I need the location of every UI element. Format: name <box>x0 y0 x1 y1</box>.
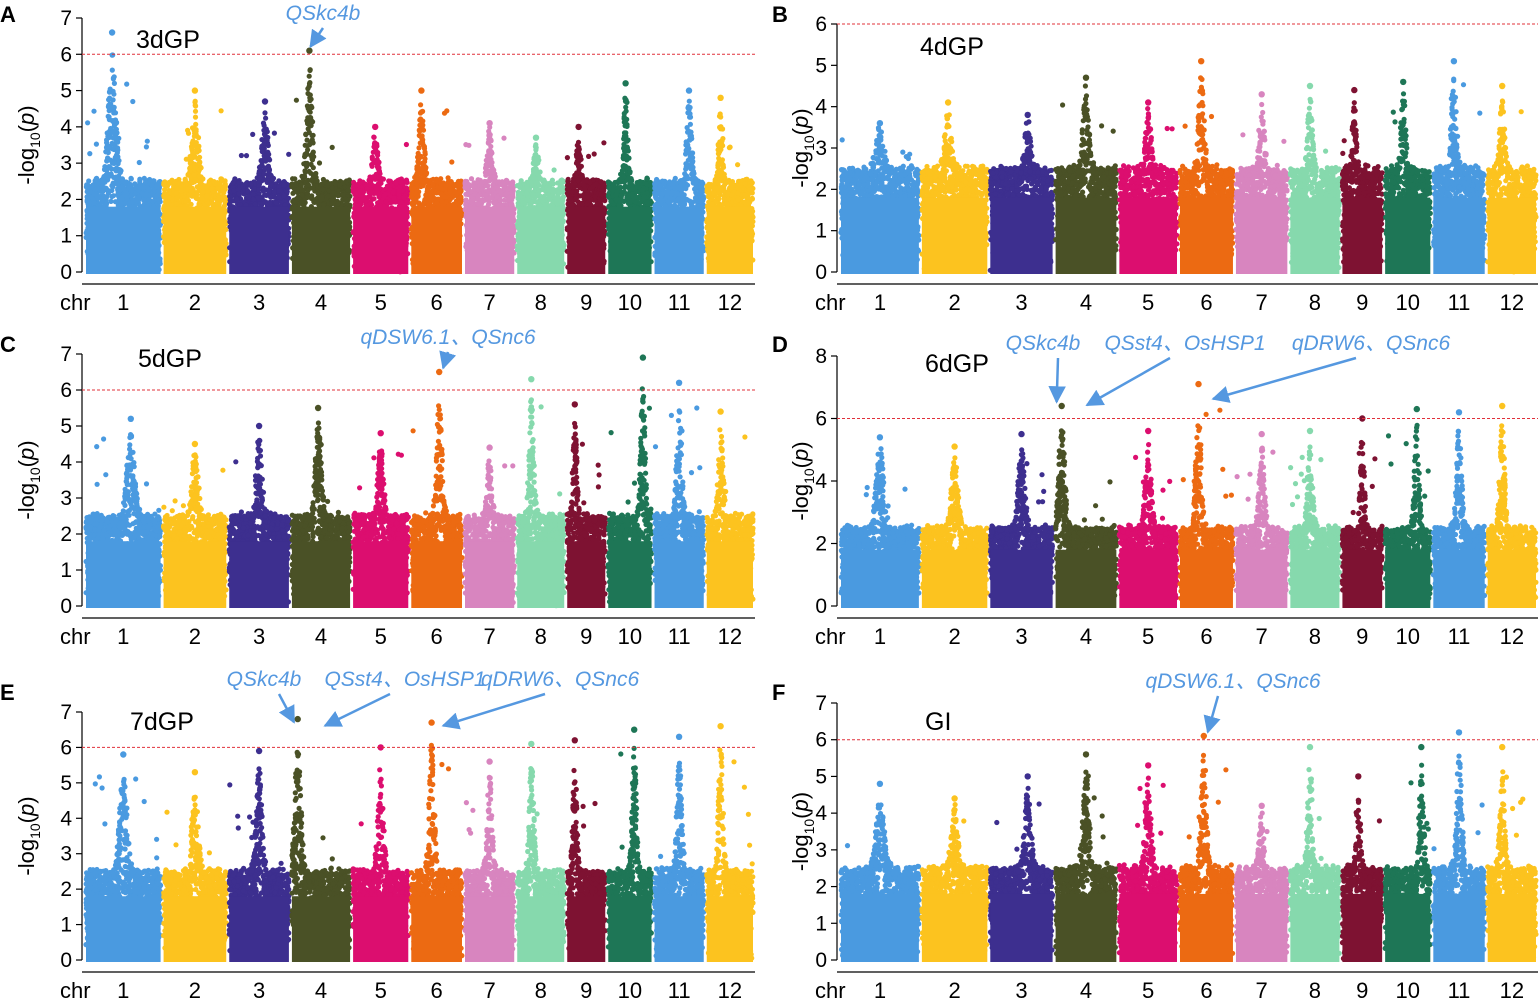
snp-point <box>136 194 141 199</box>
snp-point <box>112 81 117 86</box>
snp-point <box>122 192 127 197</box>
snp-point <box>113 137 118 142</box>
snp-point <box>144 192 149 197</box>
snp-point <box>118 170 123 175</box>
y-tick-label: 1 <box>60 225 72 248</box>
y-label-close: ) <box>14 105 39 112</box>
x-axis-label: chr <box>60 290 91 315</box>
snp-point <box>95 181 100 186</box>
snp-point <box>115 148 120 153</box>
snp-point <box>142 198 147 203</box>
snp-point <box>115 176 120 181</box>
y-axis-label: -log10(p) <box>14 105 43 184</box>
snp-point <box>94 142 99 147</box>
snp-point <box>116 161 121 166</box>
points-group <box>84 29 756 274</box>
snp-point <box>105 171 110 176</box>
panel-label: A <box>0 2 16 27</box>
snp-point <box>92 200 97 205</box>
y-tick-label: 5 <box>60 80 72 103</box>
snp-point <box>161 182 166 187</box>
y-tick-label: 7 <box>60 7 72 30</box>
snp-point <box>112 105 117 110</box>
y-tick-label: 6 <box>60 43 72 66</box>
snp-point <box>128 182 133 187</box>
y-label-subscript: 10 <box>27 132 43 148</box>
snp-point <box>107 108 112 113</box>
snp-point <box>104 194 109 199</box>
snp-point <box>129 176 134 181</box>
snp-point <box>122 187 127 192</box>
snp-point <box>137 160 142 165</box>
snp-point <box>127 200 132 205</box>
snp-point <box>144 144 149 149</box>
y-tick-label: 3 <box>60 152 72 175</box>
snp-point <box>154 193 159 198</box>
snp-point <box>101 175 106 180</box>
snp-point <box>106 103 111 108</box>
snp-point <box>85 120 90 125</box>
chr-1-points <box>84 29 164 274</box>
snp-point <box>193 103 198 108</box>
snp-point <box>95 193 100 198</box>
y-tick-label: 0 <box>60 261 72 284</box>
snp-point <box>87 151 92 156</box>
snp-point <box>103 149 108 154</box>
snp-point <box>116 190 121 195</box>
snp-point <box>123 201 128 206</box>
snp-point <box>113 181 118 186</box>
snp-point <box>124 82 129 87</box>
snp-point <box>137 185 142 190</box>
snp-point <box>110 129 115 134</box>
snp-point <box>110 52 115 57</box>
manhattan-figure: A3dGP-log10(p)01234567chr 1 2 3 4 5 6 7 8 9 10 11 12… <box>0 0 1540 1005</box>
snp-point <box>193 115 198 120</box>
snp-point <box>88 189 93 194</box>
snp-point <box>193 109 198 114</box>
snp-point <box>143 180 148 185</box>
snp-point <box>112 74 117 79</box>
peak-point <box>109 29 115 35</box>
snp-point <box>150 184 155 189</box>
chr-2-points <box>161 87 229 274</box>
y-tick-label: 2 <box>60 188 72 211</box>
y-label-p: p <box>14 113 39 126</box>
snp-point <box>109 166 114 171</box>
snp-point <box>105 155 110 160</box>
snp-point <box>130 188 135 193</box>
chr-1-band <box>86 207 161 274</box>
snp-point <box>113 155 118 160</box>
snp-point <box>110 68 115 73</box>
snp-point <box>219 176 224 181</box>
snp-point <box>107 96 112 101</box>
y-label-prefix: -log <box>14 148 39 185</box>
snp-point <box>102 185 107 190</box>
snp-point <box>145 139 150 144</box>
snp-point <box>122 179 127 184</box>
snp-point <box>109 194 114 199</box>
snp-point <box>146 198 151 203</box>
snp-point <box>108 87 113 92</box>
snp-point <box>111 118 116 123</box>
panel-A: A3dGP-log10(p)01234567chr 1 2 3 4 5 6 7 8 9 10 11 12… <box>0 2 756 315</box>
panel-title: 3dGP <box>136 26 200 54</box>
y-tick-label: 4 <box>60 116 72 139</box>
snp-point <box>94 176 99 181</box>
snp-point <box>113 110 118 115</box>
snp-point <box>86 178 91 183</box>
snp-point <box>91 109 96 114</box>
snp-point <box>106 135 111 140</box>
snp-point <box>130 99 135 104</box>
